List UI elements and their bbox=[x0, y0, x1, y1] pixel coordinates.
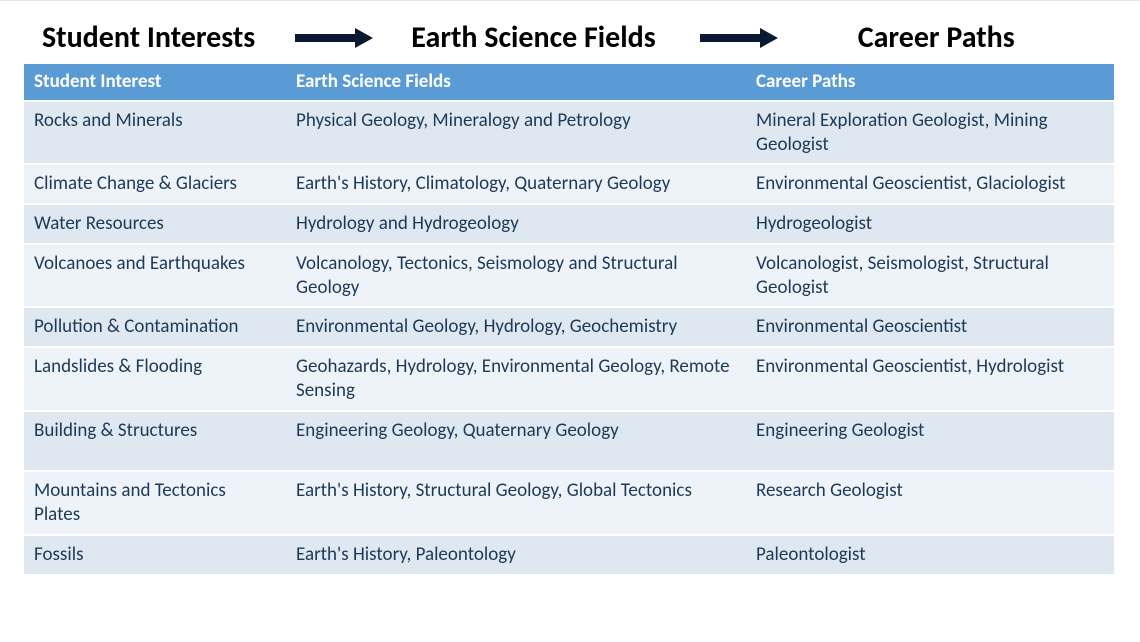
col-header-earth-science-fields: Earth Science Fields bbox=[286, 64, 746, 101]
table-cell: Environmental Geoscientist, Glaciologist bbox=[746, 164, 1114, 204]
table-row: Water ResourcesHydrology and Hydrogeolog… bbox=[24, 204, 1114, 244]
table-cell: Landslides & Flooding bbox=[24, 347, 286, 411]
table-cell: Water Resources bbox=[24, 204, 286, 244]
table-row: Building & StructuresEngineering Geology… bbox=[24, 411, 1114, 472]
title-student-interests: Student Interests bbox=[42, 19, 255, 56]
arrow-right-icon bbox=[295, 26, 373, 50]
table-row: Landslides & FloodingGeohazards, Hydrolo… bbox=[24, 347, 1114, 411]
table-cell: Earth's History, Structural Geology, Glo… bbox=[286, 471, 746, 535]
table-cell: Volcanologist, Seismologist, Structural … bbox=[746, 244, 1114, 308]
table-cell: Building & Structures bbox=[24, 411, 286, 472]
table-row: Rocks and MineralsPhysical Geology, Mine… bbox=[24, 101, 1114, 165]
table-cell: Geohazards, Hydrology, Environmental Geo… bbox=[286, 347, 746, 411]
title-career-paths: Career Paths bbox=[858, 19, 1015, 56]
table-cell: Volcanology, Tectonics, Seismology and S… bbox=[286, 244, 746, 308]
col-header-student-interest: Student Interest bbox=[24, 64, 286, 101]
table-cell: Hydrogeologist bbox=[746, 204, 1114, 244]
table-cell: Rocks and Minerals bbox=[24, 101, 286, 165]
table-cell: Pollution & Contamination bbox=[24, 307, 286, 347]
table-row: Pollution & ContaminationEnvironmental G… bbox=[24, 307, 1114, 347]
table-cell: Research Geologist bbox=[746, 471, 1114, 535]
table-header-row: Student Interest Earth Science Fields Ca… bbox=[24, 64, 1114, 101]
mapping-table: Student Interest Earth Science Fields Ca… bbox=[24, 64, 1114, 576]
table-cell: Fossils bbox=[24, 535, 286, 575]
table-row: FossilsEarth's History, PaleontologyPale… bbox=[24, 535, 1114, 575]
table-cell: Hydrology and Hydrogeology bbox=[286, 204, 746, 244]
table-cell: Earth's History, Paleontology bbox=[286, 535, 746, 575]
table-cell: Climate Change & Glaciers bbox=[24, 164, 286, 204]
table-row: Climate Change & GlaciersEarth's History… bbox=[24, 164, 1114, 204]
col-header-career-paths: Career Paths bbox=[746, 64, 1114, 101]
table-cell: Environmental Geoscientist, Hydrologist bbox=[746, 347, 1114, 411]
table-row: Volcanoes and EarthquakesVolcanology, Te… bbox=[24, 244, 1114, 308]
arrow-right-icon bbox=[700, 26, 778, 50]
table-cell: Paleontologist bbox=[746, 535, 1114, 575]
table-cell: Physical Geology, Mineralogy and Petrolo… bbox=[286, 101, 746, 165]
title-earth-science-fields: Earth Science Fields bbox=[411, 19, 655, 56]
slide: Student Interests Earth Science Fields C… bbox=[0, 0, 1140, 642]
table-cell: Environmental Geology, Hydrology, Geoche… bbox=[286, 307, 746, 347]
table-cell: Engineering Geologist bbox=[746, 411, 1114, 472]
title-row: Student Interests Earth Science Fields C… bbox=[28, 19, 1112, 56]
table-cell: Volcanoes and Earthquakes bbox=[24, 244, 286, 308]
table-row: Mountains and Tectonics PlatesEarth's Hi… bbox=[24, 471, 1114, 535]
table-cell: Mountains and Tectonics Plates bbox=[24, 471, 286, 535]
table-cell: Earth's History, Climatology, Quaternary… bbox=[286, 164, 746, 204]
table-cell: Engineering Geology, Quaternary Geology bbox=[286, 411, 746, 472]
table-body: Rocks and MineralsPhysical Geology, Mine… bbox=[24, 101, 1114, 575]
table-cell: Environmental Geoscientist bbox=[746, 307, 1114, 347]
table-cell: Mineral Exploration Geologist, Mining Ge… bbox=[746, 101, 1114, 165]
